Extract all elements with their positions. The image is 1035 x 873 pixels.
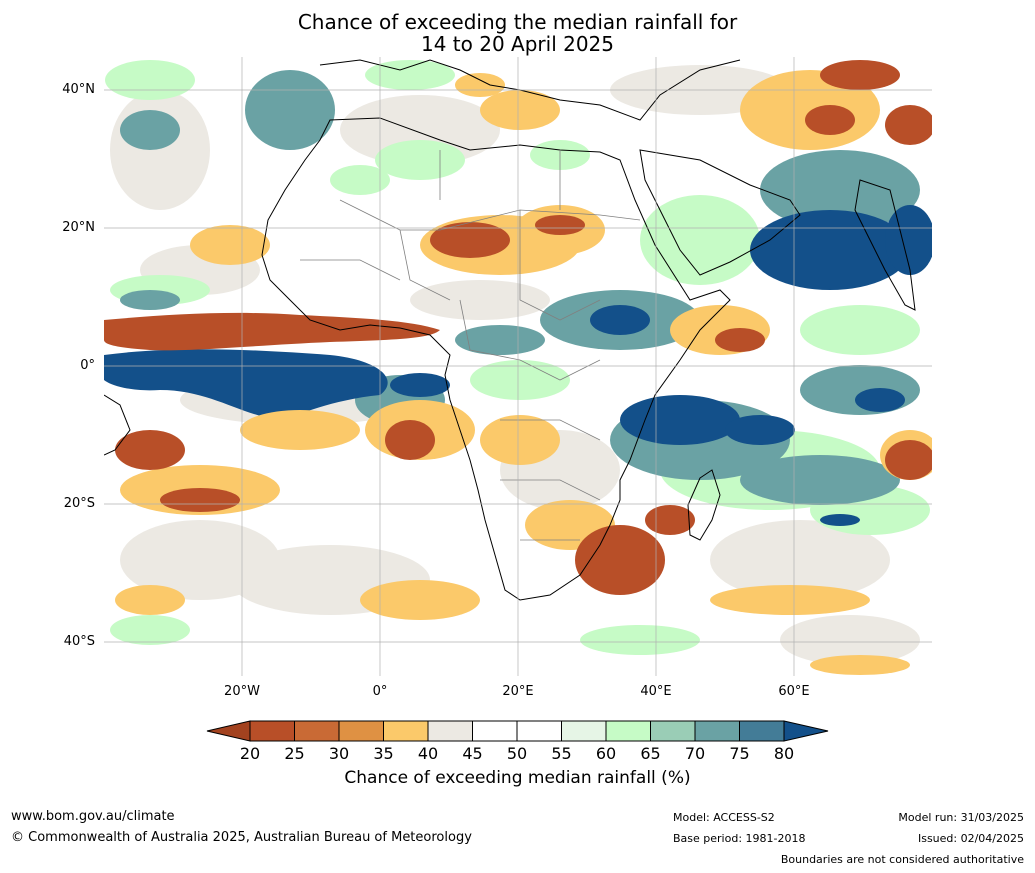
base-period: Base period: 1981-2018 (673, 832, 806, 845)
map-title-line1: Chance of exceeding the median rainfall … (297, 10, 738, 34)
arabia-coastline (639, 149, 801, 276)
issued-date: Issued: 02/04/2025 (917, 832, 1024, 845)
colorbar-tick: 45 (462, 744, 483, 763)
colorbar-high-arrow (783, 720, 829, 742)
colorbar-low-arrow (206, 720, 251, 742)
map-title-line2: 14 to 20 April 2025 (420, 32, 615, 56)
website-link[interactable]: www.bom.gov.au/climate (11, 809, 175, 824)
lat-label-40n: 40°N (62, 82, 95, 97)
colorbar-tick: 75 (729, 744, 750, 763)
india-coastline (854, 179, 916, 311)
lat-label-20n: 20°N (62, 220, 95, 235)
madagascar-coastline (687, 469, 721, 541)
below-median-strong-areas (104, 60, 932, 595)
colorbar-tick: 50 (506, 744, 528, 763)
map-plot-area (104, 57, 932, 676)
above-median-strong-areas (104, 205, 932, 526)
lon-label-20w: 20°W (224, 684, 260, 699)
south-america-coastline (104, 394, 131, 456)
colorbar-tick: 60 (595, 744, 617, 763)
colorbar-label: Chance of exceeding median rainfall (%) (344, 768, 691, 788)
country-borders (300, 150, 641, 541)
copyright-text: © Commonwealth of Australia 2025, Austra… (11, 830, 472, 845)
boundaries-disclaimer: Boundaries are not considered authoritat… (780, 853, 1024, 866)
colorbar (206, 720, 829, 742)
colorbar-tick: 70 (684, 744, 706, 763)
model-run-date: Model run: 31/03/2025 (898, 811, 1024, 824)
colorbar-tick: 65 (640, 744, 661, 763)
colorbar-tick: 80 (773, 744, 795, 763)
lon-label-20e: 20°E (502, 684, 534, 699)
graticule (104, 57, 932, 676)
colorbar-tick: 30 (328, 744, 350, 763)
colorbar-tick: 25 (284, 744, 305, 763)
africa-coastline (261, 117, 731, 601)
lon-label-60e: 60°E (778, 684, 810, 699)
colorbar-tick: 35 (373, 744, 394, 763)
lat-label-20s: 20°S (63, 496, 95, 511)
colorbar-tick: 55 (551, 744, 572, 763)
model-name: Model: ACCESS-S2 (673, 811, 775, 824)
lat-label-0: 0° (80, 358, 95, 373)
lat-label-40s: 40°S (63, 634, 95, 649)
lon-label-40e: 40°E (640, 684, 672, 699)
colorbar-tick: 20 (239, 744, 261, 763)
colorbar-tick: 40 (417, 744, 439, 763)
lon-label-0: 0° (372, 684, 388, 699)
